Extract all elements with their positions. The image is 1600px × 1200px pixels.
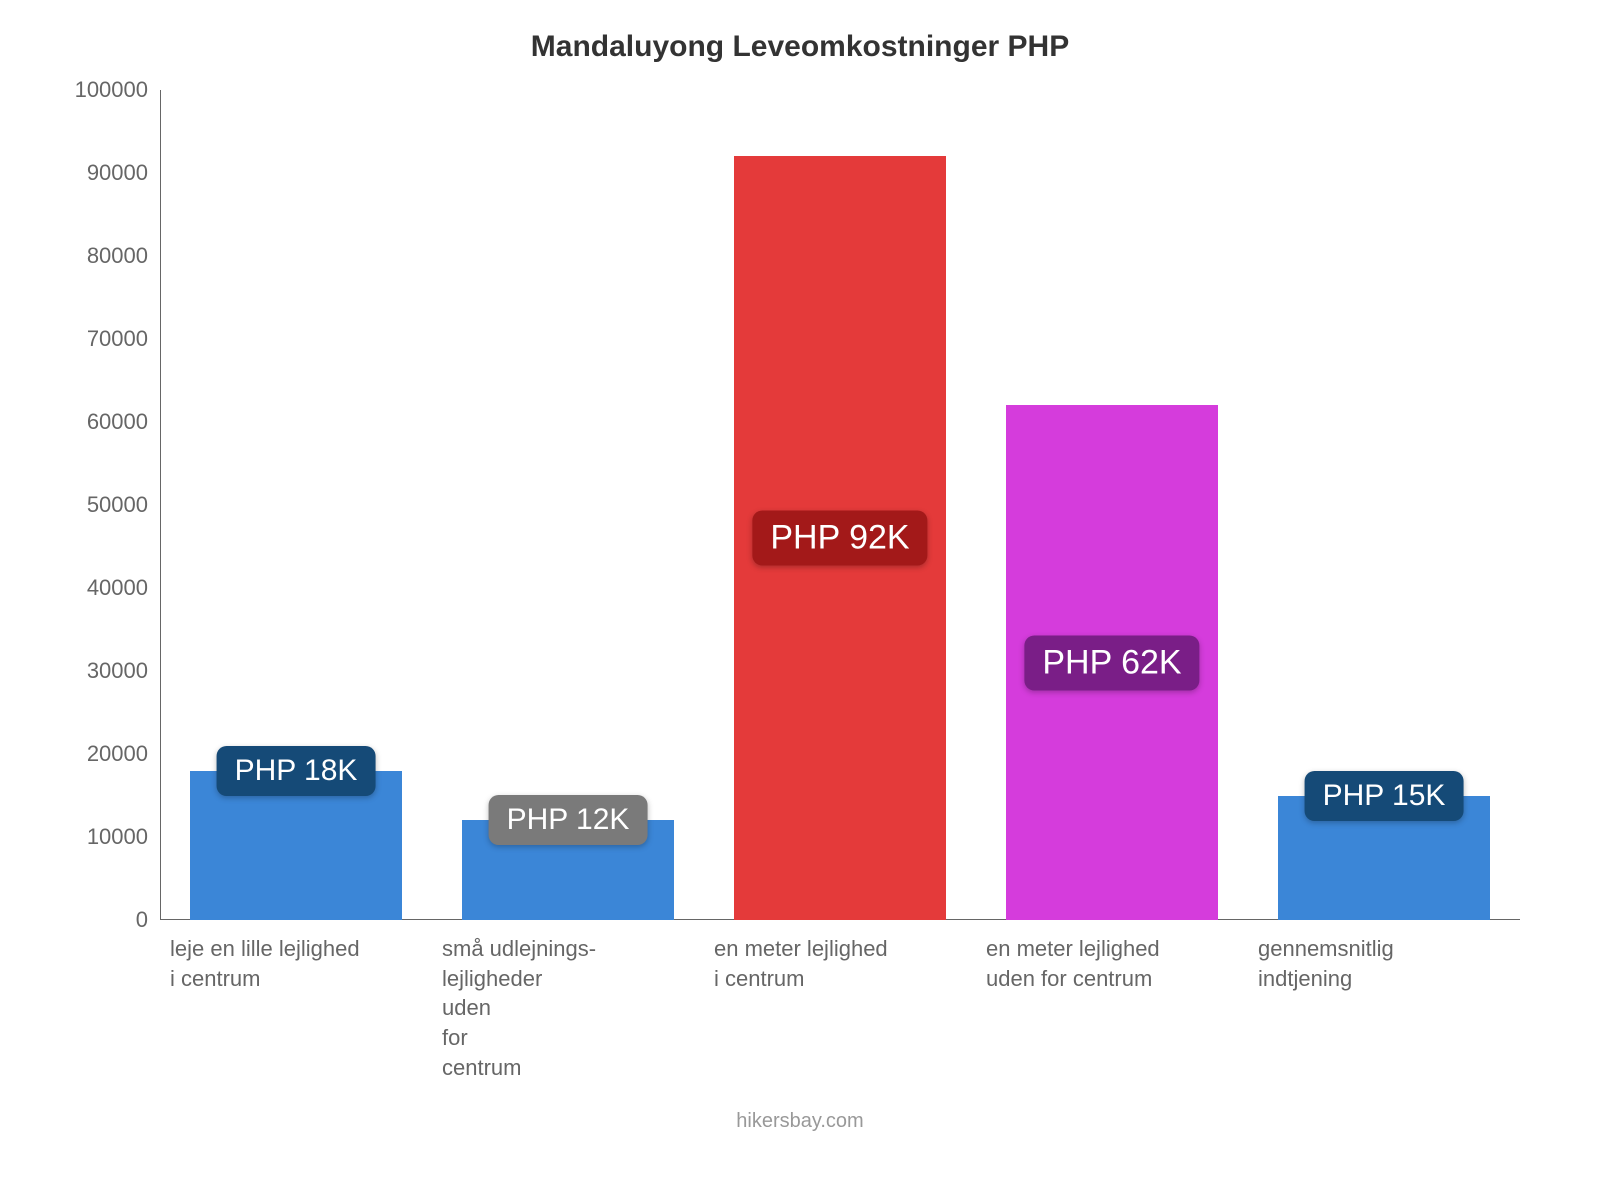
x-label-slot: gennemsnitligindtjening: [1248, 920, 1520, 1082]
x-tick-label: en meter lejligheduden for centrum: [986, 934, 1238, 993]
value-badge: PHP 92K: [752, 511, 927, 566]
x-tick-label: leje en lille lejlighedi centrum: [170, 934, 422, 993]
bars-group: PHP 18K PHP 12K PHP 92K PHP 62K PHP 15K: [160, 90, 1520, 920]
x-tick-label: gennemsnitligindtjening: [1258, 934, 1510, 993]
y-tick-label: 30000: [87, 658, 160, 684]
bar-slot: PHP 15K: [1248, 90, 1520, 920]
y-tick-label: 50000: [87, 492, 160, 518]
x-label-slot: en meter lejligheduden for centrum: [976, 920, 1248, 1082]
y-tick-label: 70000: [87, 326, 160, 352]
value-badge: PHP 15K: [1305, 771, 1464, 821]
y-tick-label: 80000: [87, 243, 160, 269]
attribution-text: hikersbay.com: [50, 1110, 1550, 1133]
plot-area: 0100002000030000400005000060000700008000…: [160, 90, 1520, 920]
bar: PHP 62K: [1006, 405, 1218, 920]
y-tick-label: 60000: [87, 409, 160, 435]
bar-slot: PHP 62K: [976, 90, 1248, 920]
chart-title: Mandaluyong Leveomkostninger PHP: [50, 30, 1550, 64]
y-tick-label: 100000: [75, 77, 160, 103]
bar-slot: PHP 92K: [704, 90, 976, 920]
y-tick-label: 10000: [87, 824, 160, 850]
y-tick-label: 0: [136, 907, 160, 933]
bar: PHP 15K: [1278, 796, 1490, 921]
x-label-slot: små udlejnings-lejlighederudenforcentrum: [432, 920, 704, 1082]
value-badge: PHP 12K: [489, 795, 648, 845]
bar-slot: PHP 18K: [160, 90, 432, 920]
bar: PHP 12K: [462, 820, 674, 920]
value-badge: PHP 18K: [217, 746, 376, 796]
x-label-slot: leje en lille lejlighedi centrum: [160, 920, 432, 1082]
x-axis-labels: leje en lille lejlighedi centrum små udle…: [160, 920, 1520, 1082]
bar: PHP 18K: [190, 771, 402, 920]
bar: PHP 92K: [734, 156, 946, 920]
y-tick-label: 90000: [87, 160, 160, 186]
y-tick-label: 40000: [87, 575, 160, 601]
value-badge: PHP 62K: [1024, 635, 1199, 690]
y-tick-label: 20000: [87, 741, 160, 767]
bar-slot: PHP 12K: [432, 90, 704, 920]
chart-container: Mandaluyong Leveomkostninger PHP 0100002…: [50, 30, 1550, 1170]
x-tick-label: små udlejnings-lejlighederudenforcentrum: [442, 934, 694, 1082]
x-tick-label: en meter lejlighedi centrum: [714, 934, 966, 993]
x-label-slot: en meter lejlighedi centrum: [704, 920, 976, 1082]
